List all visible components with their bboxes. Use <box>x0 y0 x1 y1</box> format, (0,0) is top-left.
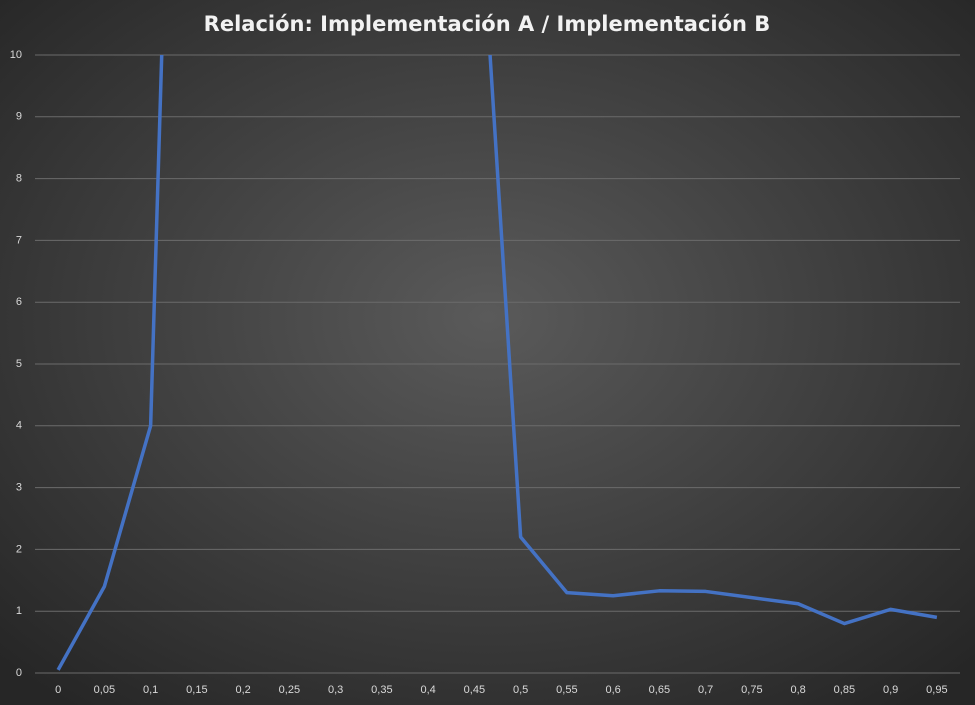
x-tick-label: 0,35 <box>371 684 392 696</box>
x-tick-label: 0,55 <box>556 684 577 696</box>
y-tick-label: 9 <box>16 111 22 123</box>
y-tick-label: 0 <box>16 667 22 679</box>
y-tick-label: 7 <box>16 234 22 246</box>
x-tick-label: 0,1 <box>143 684 158 696</box>
y-tick-label: 3 <box>16 482 22 494</box>
x-tick-label: 0 <box>55 684 61 696</box>
x-tick-label: 0,7 <box>698 684 713 696</box>
y-tick-label: 10 <box>10 49 22 61</box>
y-tick-label: 1 <box>16 605 22 617</box>
x-tick-label: 0,8 <box>790 684 805 696</box>
x-tick-label: 0,75 <box>741 684 762 696</box>
y-tick-label: 4 <box>16 420 22 432</box>
x-tick-label: 0,5 <box>513 684 528 696</box>
x-tick-label: 0,4 <box>420 684 435 696</box>
x-tick-label: 0,6 <box>605 684 620 696</box>
y-tick-label: 8 <box>16 173 22 185</box>
x-tick-label: 0,2 <box>235 684 250 696</box>
x-tick-label: 0,95 <box>926 684 947 696</box>
x-tick-label: 0,25 <box>279 684 300 696</box>
x-tick-label: 0,85 <box>834 684 855 696</box>
x-tick-label: 0,9 <box>883 684 898 696</box>
y-tick-label: 5 <box>16 358 22 370</box>
data-line <box>56 55 938 671</box>
x-tick-label: 0,65 <box>649 684 670 696</box>
x-tick-label: 0,45 <box>464 684 485 696</box>
x-tick-label: 0,05 <box>94 684 115 696</box>
y-tick-label: 2 <box>16 543 22 555</box>
x-tick-label: 0,3 <box>328 684 343 696</box>
x-tick-label: 0,15 <box>186 684 207 696</box>
y-tick-label: 6 <box>16 296 22 308</box>
chart-title: Relación: Implementación A / Implementac… <box>204 12 771 36</box>
